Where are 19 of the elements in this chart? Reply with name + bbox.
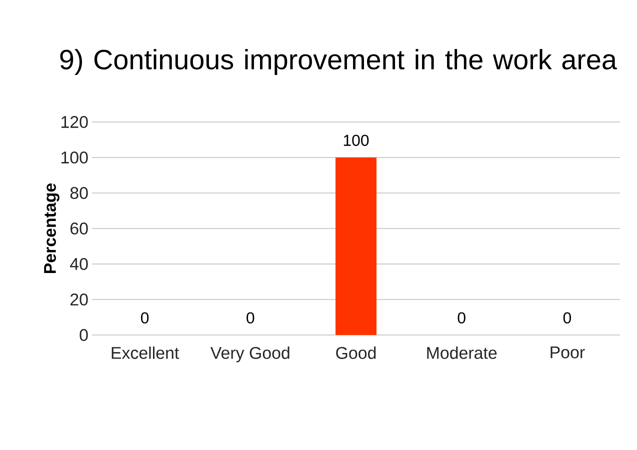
y-tick-label: 100 [62, 152, 88, 164]
y-axis-title: Percentage [44, 183, 60, 274]
y-tick-label: 20 [70, 294, 88, 306]
data-label: 100 [344, 134, 369, 146]
x-tick-label: Moderate [427, 346, 497, 359]
y-tick-label: 0 [80, 329, 88, 341]
x-tick-label: Poor [550, 346, 585, 358]
x-tick-label: Very Good [210, 346, 290, 362]
y-tick-label: 40 [70, 258, 88, 270]
data-label: 0 [246, 312, 254, 324]
x-tick-label: Good [336, 346, 376, 359]
y-tick-label: 80 [70, 187, 88, 199]
y-tick-label: 60 [70, 222, 88, 234]
data-label: 0 [458, 312, 466, 324]
data-label: 0 [563, 312, 572, 324]
y-tick-label: 120 [62, 116, 88, 128]
data-label: 0 [140, 312, 149, 324]
x-tick-label: Excellent [112, 346, 180, 359]
chart-title: 9) Continuous improvement in the work area [60, 49, 617, 75]
